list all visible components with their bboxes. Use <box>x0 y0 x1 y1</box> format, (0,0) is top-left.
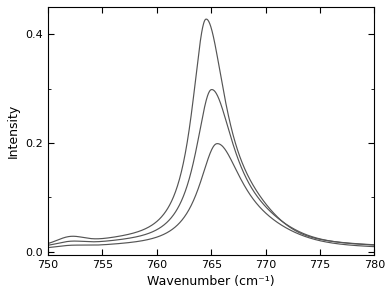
Y-axis label: Intensity: Intensity <box>7 104 20 158</box>
X-axis label: Wavenumber (cm⁻¹): Wavenumber (cm⁻¹) <box>147 275 275 288</box>
